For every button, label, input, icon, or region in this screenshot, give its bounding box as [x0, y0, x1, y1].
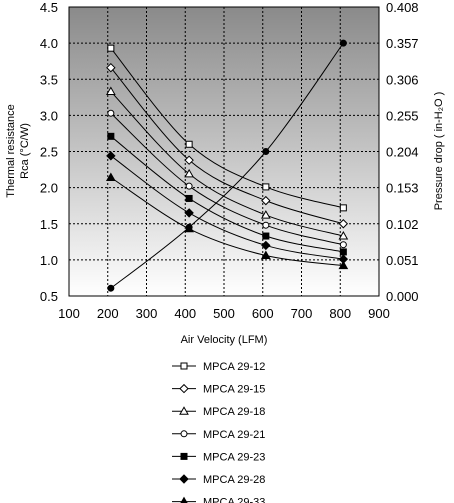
series-line-1 [110, 47, 344, 209]
series-7-point [105, 172, 116, 182]
y-tick-label: 4.0 [40, 36, 58, 51]
series-line-2 [110, 67, 344, 225]
series-4-point [339, 241, 347, 249]
y2-tick-label: 0.102 [386, 217, 419, 232]
series-6-point [106, 151, 116, 161]
series-2-point [338, 219, 349, 229]
plot-frame [68, 6, 380, 297]
series-line-5 [110, 135, 344, 253]
legend-marker [179, 383, 189, 394]
y-tick-label: 4.5 [40, 0, 58, 15]
series-1-point [107, 44, 115, 52]
legend-label: MPCA 29-28 [203, 474, 265, 486]
series-3-point [260, 210, 271, 219]
series-line-7 [110, 177, 344, 267]
series-4-point [262, 221, 270, 229]
y2-tick-label: 0.051 [386, 253, 419, 268]
series-7-point [338, 260, 349, 270]
pressure-drop-line [110, 42, 344, 289]
y2-tick-label: 0.408 [386, 0, 419, 15]
legend-label: MPCA 29-15 [203, 384, 265, 396]
series-layer [110, 42, 344, 289]
y-tick-label: 3.0 [40, 108, 58, 123]
series-5-point [185, 194, 193, 202]
series-6-point [261, 240, 271, 251]
legend-label: MPCA 29-18 [203, 406, 265, 418]
y-axis-label-line2: Rca (°C/W) [19, 123, 31, 179]
x-tick-labels: 100 200 300 400 500 600 700 800 900 [58, 306, 390, 321]
legend-marker [180, 452, 188, 460]
series-2-point [106, 62, 116, 73]
y2-tick-label: 0.357 [386, 36, 419, 51]
legend-marker [180, 496, 188, 503]
y-tick-label: 0.5 [40, 289, 58, 304]
pressure-drop-point [107, 284, 115, 292]
y-tick-labels: 0.5 1.0 1.5 2.0 2.5 3.0 3.5 4.0 4.5 [40, 0, 58, 304]
series-3-point [105, 86, 116, 96]
y2-tick-label: 0.000 [386, 289, 419, 304]
series-5-point [262, 232, 270, 240]
series-5-point [339, 248, 347, 256]
y2-axis-label: Pressure drop ( in-H₂O ) [433, 92, 445, 211]
series-3-point [338, 231, 349, 240]
series-line-4 [110, 112, 344, 246]
x-tick-label: 100 [58, 306, 80, 321]
legend-label: MPCA 29-21 [203, 429, 265, 441]
x-tick-label: 400 [174, 306, 196, 321]
series-1-point [339, 204, 347, 212]
y2-tick-label: 0.153 [386, 181, 419, 196]
series-5-point [107, 132, 115, 140]
y-tick-label: 2.5 [40, 145, 58, 160]
pressure-drop-point [339, 39, 347, 47]
x-tick-label: 200 [97, 306, 119, 321]
pressure-drop-point [262, 148, 270, 155]
x-tick-label: 900 [368, 306, 390, 321]
legend: MPCA 29-12 MPCA 29-15 MPCA 29-18 MPCA 29-21… [172, 361, 265, 503]
x-tick-label: 600 [252, 306, 274, 321]
y2-tick-labels: 0.000 0.051 0.102 0.153 0.204 0.255 0.306 0.357… [386, 0, 419, 304]
series-1-point [185, 140, 193, 148]
series-2-point [184, 155, 194, 165]
series-7-point [260, 250, 271, 260]
x-axis-label: Air Velocity (LFM) [181, 334, 268, 346]
y2-tick-label: 0.255 [386, 108, 419, 123]
pressure-drop-point [185, 223, 193, 231]
series-2-point [261, 195, 271, 206]
legend-label: MPCA 29-33 [203, 497, 265, 503]
y-tick-label: 1.5 [40, 217, 58, 232]
legend-marker [179, 474, 189, 484]
x-tick-label: 800 [329, 306, 351, 321]
y2-tick-label: 0.306 [386, 72, 419, 87]
grid [69, 7, 379, 296]
legend-label: MPCA 29-23 [203, 451, 265, 463]
x-tick-label: 500 [213, 306, 235, 321]
series-4-point [107, 109, 115, 117]
y2-tick-label: 0.204 [386, 145, 419, 160]
legend-marker [180, 362, 188, 370]
series-4-point [185, 182, 193, 190]
legend-marker [180, 430, 188, 438]
x-tick-label: 300 [136, 306, 158, 321]
y-tick-label: 2.0 [40, 181, 58, 196]
markers-layer [105, 39, 349, 292]
legend-marker [179, 406, 189, 415]
legend-label: MPCA 29-12 [203, 361, 265, 373]
x-tick-label: 700 [291, 306, 313, 321]
y-tick-label: 1.0 [40, 253, 58, 268]
series-line-6 [110, 155, 344, 260]
series-3-point [184, 168, 194, 178]
series-6-point [184, 208, 194, 218]
y-tick-label: 3.5 [40, 72, 58, 87]
series-line-3 [110, 91, 344, 237]
series-1-point [262, 183, 270, 191]
y-axis-label-line1: Thermal resistance [5, 104, 17, 198]
